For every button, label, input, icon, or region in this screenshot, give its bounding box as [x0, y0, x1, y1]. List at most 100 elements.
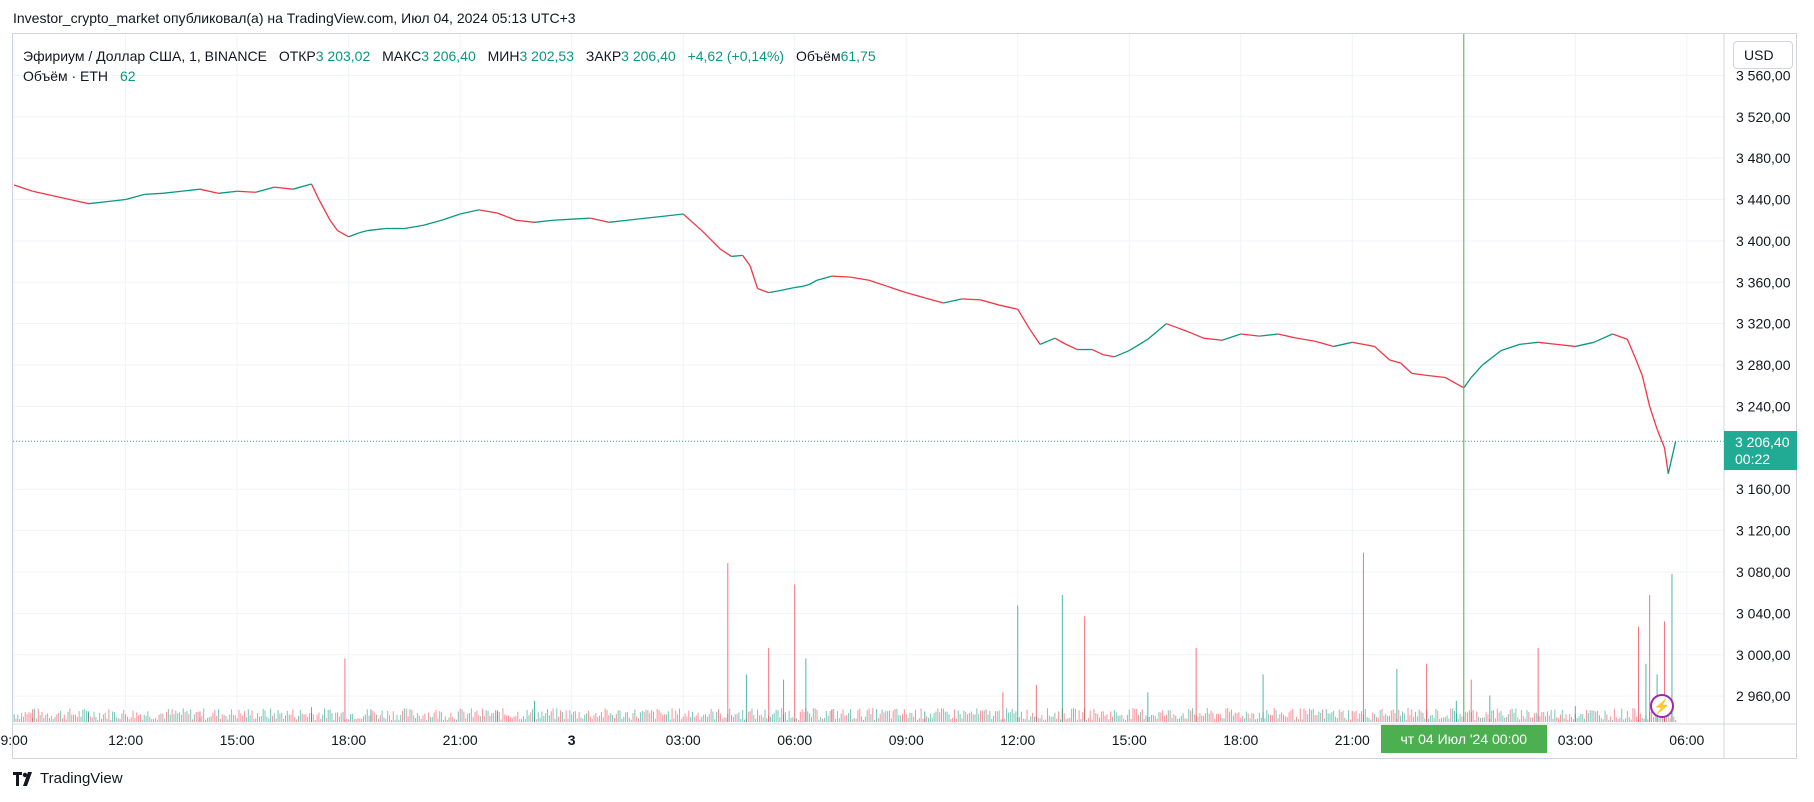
price-segment	[367, 227, 386, 232]
price-segment	[310, 183, 320, 200]
price-segment	[801, 283, 810, 288]
price-segment	[590, 217, 609, 223]
tradingview-logo[interactable]: TradingView	[13, 770, 123, 787]
price-segment	[274, 186, 293, 190]
price-segment	[1177, 327, 1189, 333]
x-tick-label: 21:00	[1335, 732, 1370, 748]
price-segment	[51, 194, 71, 201]
currency-button[interactable]: USD	[1733, 41, 1793, 69]
x-tick-label: 09:00	[889, 732, 924, 748]
crosshair-date-label: чт 04 Июл '24 00:00	[1380, 725, 1547, 753]
price-segment	[1277, 333, 1297, 339]
price-segment	[1158, 323, 1167, 331]
x-tick-label: 03:00	[666, 732, 701, 748]
price-segment	[125, 193, 145, 201]
last-price-value: 3 206,40	[1735, 434, 1790, 451]
price-segment	[292, 183, 312, 190]
price-segment	[1374, 345, 1390, 361]
price-segment	[999, 304, 1018, 310]
price-segment	[608, 219, 628, 223]
price-series	[13, 34, 1724, 722]
price-segment	[553, 218, 572, 221]
volume-label: Объём	[795, 48, 841, 64]
price-segment	[218, 190, 238, 194]
price-segment	[1481, 350, 1502, 366]
y-tick-label: 3 080,00	[1736, 564, 1791, 580]
price-segment	[831, 275, 851, 278]
bar-countdown: 00:22	[1735, 451, 1771, 468]
price-segment	[337, 230, 349, 238]
volume-indicator-row: Объём · ETH 62	[23, 66, 876, 86]
x-tick-label: 12:00	[1000, 732, 1035, 748]
y-tick-label: 3 240,00	[1736, 398, 1791, 414]
chart-legend: Эфириум / Доллар США, 1, BINANCE ОТКР3 2…	[23, 46, 876, 86]
x-tick-label: 9:00	[0, 732, 27, 748]
price-segment	[664, 213, 684, 217]
price-segment	[943, 298, 963, 304]
price-segment	[1221, 333, 1241, 341]
price-segment	[1663, 447, 1669, 474]
price-segment	[627, 217, 647, 221]
price-segment	[720, 248, 732, 257]
price-segment	[645, 215, 665, 219]
price-segment	[1389, 359, 1401, 364]
chart-frame[interactable]	[12, 33, 1797, 759]
price-segment	[1188, 331, 1204, 339]
price-segment	[199, 188, 219, 194]
high-label: МАКС	[382, 48, 422, 64]
price-segment	[571, 217, 591, 220]
price-segment	[1296, 337, 1316, 342]
grid-lines	[13, 34, 1724, 722]
price-segment	[1065, 343, 1078, 351]
x-tick-label: 18:00	[331, 732, 366, 748]
price-segment	[1147, 329, 1160, 340]
y-tick-label: 3 520,00	[1736, 109, 1791, 125]
price-segment	[794, 285, 803, 289]
tradingview-logo-text: TradingView	[40, 770, 123, 787]
price-segment	[906, 292, 925, 299]
price-segment	[359, 229, 368, 234]
change-value: +4,62 (+0,14%)	[687, 48, 785, 64]
price-segment	[1500, 343, 1520, 352]
price-segment	[1649, 406, 1658, 430]
y-tick-label: 3 360,00	[1736, 274, 1791, 290]
symbol-name[interactable]: Эфириум / Доллар США, 1, BINANCE	[23, 48, 267, 64]
price-segment	[768, 289, 780, 294]
price-segment	[1426, 374, 1446, 379]
price-segment	[534, 219, 554, 223]
last-price-tag: 3 206,40 00:22	[1724, 431, 1797, 471]
price-segment	[162, 190, 182, 194]
price-segment	[682, 213, 703, 232]
price-segment	[1556, 343, 1576, 348]
lightning-icon[interactable]: ⚡	[1650, 694, 1674, 718]
volume-bars	[13, 552, 1677, 722]
price-segment	[1400, 362, 1413, 374]
price-segment	[515, 219, 535, 223]
y-tick-label: 3 280,00	[1736, 357, 1791, 373]
y-tick-label: 2 960,00	[1736, 688, 1791, 704]
publication-caption: Investor_crypto_market опубликовал(а) на…	[13, 10, 576, 26]
price-segment	[1363, 343, 1375, 348]
price-segment	[13, 184, 33, 192]
price-segment	[749, 265, 759, 289]
price-segment	[348, 232, 361, 238]
price-segment	[809, 279, 818, 285]
volume-indicator-name[interactable]: Объём · ETH	[23, 68, 109, 84]
price-segment	[237, 190, 256, 193]
x-tick-label: 18:00	[1223, 732, 1258, 748]
close-value: 3 206,40	[621, 48, 676, 64]
price-segment	[478, 209, 498, 214]
y-tick-label: 3 040,00	[1736, 605, 1791, 621]
x-tick-label: 15:00	[220, 732, 255, 748]
price-segment	[1519, 341, 1539, 346]
price-segment	[1166, 323, 1178, 329]
price-segment	[1593, 333, 1613, 343]
y-tick-label: 3 560,00	[1736, 67, 1791, 83]
price-segment	[1411, 372, 1427, 377]
price-segment	[497, 212, 517, 221]
price-segment	[850, 276, 870, 281]
price-segment	[1538, 341, 1557, 346]
price-segment	[441, 213, 461, 221]
price-segment	[318, 199, 331, 221]
